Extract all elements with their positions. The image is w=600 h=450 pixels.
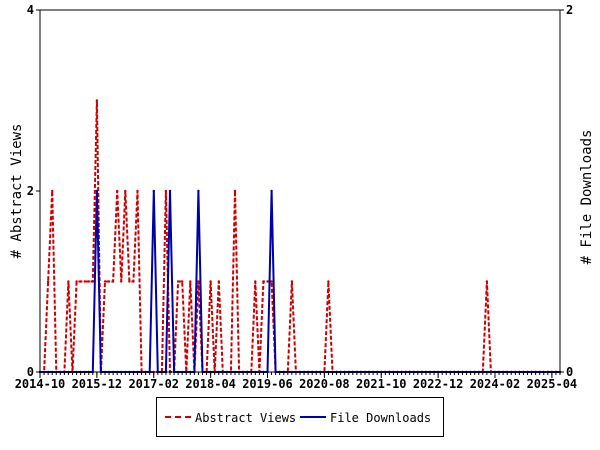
axes: 0 2 4 0 2 2014-10 2015-12 2017-02 2018-04 2019-06… <box>15 3 577 391</box>
data-point-abstract-views <box>107 280 111 283</box>
legend-label-abstract-views: Abstract Views <box>195 411 297 425</box>
x-tick-label: 2019-06 <box>242 377 293 391</box>
data-point-abstract-views <box>136 189 139 193</box>
y-tick-label: 4 <box>27 3 34 17</box>
x-tick-label: 2014-10 <box>15 377 66 391</box>
data-point-file-downloads <box>270 189 273 193</box>
x-tick-label: 2024-02 <box>470 377 521 391</box>
legend-swatch-abstract-views <box>165 415 191 418</box>
data-point-abstract-views <box>75 280 78 283</box>
y-axis-label: # Abstract Views <box>9 124 25 259</box>
data-point-abstract-views <box>164 189 168 193</box>
data-point-abstract-views <box>124 189 127 193</box>
data-point-abstract-views <box>91 280 95 283</box>
data-point-abstract-views <box>176 280 180 283</box>
data-point-abstract-views <box>95 99 99 102</box>
data-point-abstract-views <box>103 280 107 283</box>
y-tick-label: 0 <box>27 365 34 379</box>
y2-axis-label: # File Downloads <box>579 130 595 265</box>
data-point-abstract-views <box>233 189 237 193</box>
plot-area <box>38 99 562 374</box>
data-point-abstract-views <box>189 280 192 283</box>
data-point-abstract-views <box>79 280 82 283</box>
data-point-abstract-views <box>209 280 212 283</box>
series-line-abstract-views <box>40 100 560 373</box>
x-tick-label: 2021-10 <box>356 377 407 391</box>
x-tick-label: 2020-08 <box>299 377 350 391</box>
data-point-file-downloads <box>168 189 172 193</box>
legend-item-abstract-views: Abstract Views <box>165 411 296 425</box>
x-tick-label: 2017-02 <box>128 377 179 391</box>
y2-tick-label: 2 <box>566 3 573 17</box>
data-point-abstract-views <box>262 280 265 283</box>
legend-label-file-downloads: File Downloads <box>330 411 432 425</box>
x-tick-label: 2022-12 <box>413 377 464 391</box>
data-point-abstract-views <box>254 280 257 283</box>
legend: Abstract Views File Downloads <box>156 397 444 437</box>
data-point-abstract-views <box>485 280 489 283</box>
data-point-abstract-views <box>46 280 50 283</box>
x-tick-label: 2015-12 <box>72 377 123 391</box>
data-point-abstract-views <box>327 280 330 283</box>
data-point-abstract-views <box>132 280 135 283</box>
data-point-file-downloads <box>197 189 200 193</box>
legend-swatch-file-downloads <box>300 415 326 418</box>
y-tick-label: 2 <box>27 184 34 198</box>
data-point-abstract-views <box>87 280 91 283</box>
data-point-abstract-views <box>217 280 220 283</box>
data-point-abstract-views <box>197 280 200 283</box>
data-point-abstract-views <box>111 280 115 283</box>
legend-item-file-downloads: File Downloads <box>300 411 431 425</box>
data-point-abstract-views <box>83 280 86 283</box>
x-tick-label: 2025-04 <box>527 377 578 391</box>
data-point-abstract-views <box>120 280 123 283</box>
data-point-abstract-views <box>51 189 54 193</box>
x-tick-label: 2018-04 <box>185 377 236 391</box>
data-point-file-downloads <box>152 189 155 193</box>
data-point-abstract-views <box>128 280 131 283</box>
data-point-abstract-views <box>67 280 70 283</box>
data-point-abstract-views <box>266 280 269 283</box>
data-point-abstract-views <box>116 189 119 193</box>
series-line-file-downloads <box>40 190 560 373</box>
data-point-abstract-views <box>290 280 294 283</box>
data-point-file-downloads <box>95 189 99 193</box>
data-point-abstract-views <box>270 280 273 283</box>
y2-tick-label: 0 <box>566 365 573 379</box>
data-point-abstract-views <box>181 280 184 283</box>
